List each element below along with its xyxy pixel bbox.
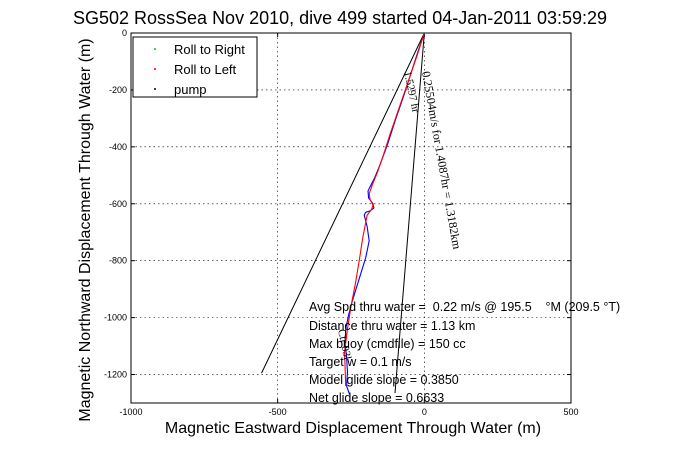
y-tick-label: -200 bbox=[109, 85, 127, 95]
y-tick-label: -800 bbox=[109, 256, 127, 266]
legend: Roll to Right Roll to Left pump bbox=[132, 36, 258, 98]
x-tick-label: -500 bbox=[269, 407, 287, 417]
reference-line bbox=[394, 32, 425, 394]
legend-label-roll-right: Roll to Right bbox=[174, 42, 245, 57]
x-tick-label: -1000 bbox=[119, 407, 142, 417]
plot-area-frame bbox=[130, 32, 572, 404]
y-tick-label: 0 bbox=[122, 28, 127, 38]
reference-line bbox=[261, 32, 425, 374]
legend-marker-pump bbox=[154, 88, 156, 90]
x-axis-label: Magnetic Eastward Displacement Through W… bbox=[165, 420, 541, 437]
y-tick-label: -1200 bbox=[104, 370, 127, 380]
annotation-model-glide: Model glide slope = 0.3850 bbox=[309, 373, 459, 387]
x-tick-label: 500 bbox=[563, 407, 578, 417]
diagonal-label-speed: 0.25504m/s for 1.4087hr = 1.3182km bbox=[419, 70, 464, 251]
legend-label-pump: pump bbox=[174, 82, 207, 97]
y-tick-label: -400 bbox=[109, 142, 127, 152]
x-tick-label: 0 bbox=[422, 407, 427, 417]
series-group bbox=[343, 32, 425, 395]
annotation-avg-speed: Avg Spd thru water = 0.22 m/s @ 195.5 °M… bbox=[309, 300, 620, 314]
legend-marker-roll-right bbox=[154, 48, 156, 50]
annotation-max-buoy: Max buoy (cmdfile) = 150 cc bbox=[309, 337, 466, 351]
legend-label-roll-left: Roll to Left bbox=[174, 62, 237, 77]
legend-marker-roll-left bbox=[154, 68, 156, 70]
axis-ticks bbox=[130, 32, 572, 403]
annotations: Avg Spd thru water = 0.22 m/s @ 195.5 °M… bbox=[309, 300, 620, 405]
chart-title: SG502 RossSea Nov 2010, dive 499 started… bbox=[73, 8, 607, 28]
y-axis-label: Magnetic Northward Displacement Through … bbox=[77, 38, 94, 421]
series-line-1 bbox=[343, 32, 425, 386]
series-line-0 bbox=[344, 32, 425, 395]
y-tick-label: -600 bbox=[109, 199, 127, 209]
annotation-net-glide: Net glide slope = 0.6633 bbox=[309, 391, 444, 405]
legend-box bbox=[132, 36, 258, 98]
reference-lines bbox=[261, 32, 425, 394]
y-tick-labels: -1200 -1000 -800 -600 -400 -200 0 bbox=[104, 28, 127, 380]
x-tick-labels: -1000 -500 0 500 bbox=[119, 407, 578, 417]
annotation-target-w: Target w = 0.1 m/s bbox=[309, 355, 411, 369]
annotation-distance: Distance thru water = 1.13 km bbox=[309, 319, 475, 333]
y-tick-label: -1000 bbox=[104, 313, 127, 323]
